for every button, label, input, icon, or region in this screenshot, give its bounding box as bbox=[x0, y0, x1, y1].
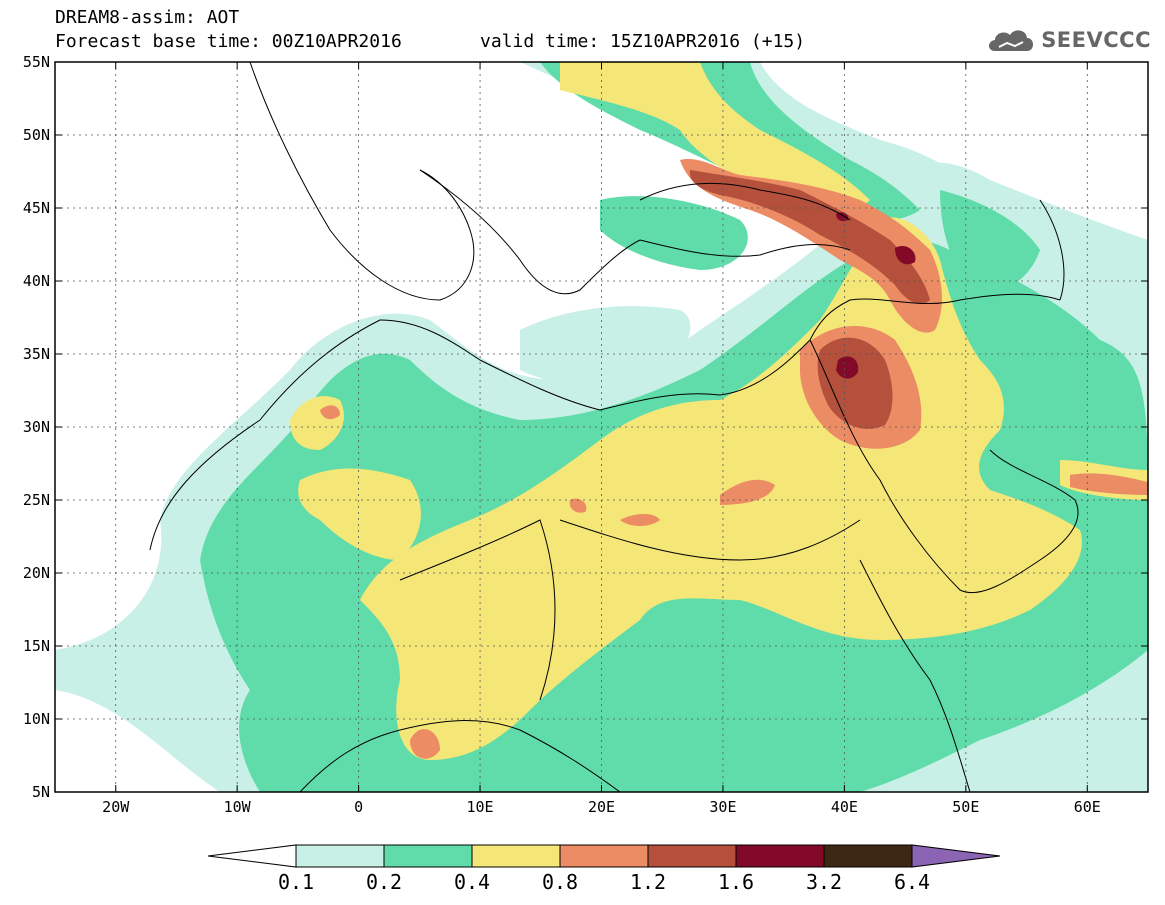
colorbar-label: 3.2 bbox=[806, 870, 842, 894]
colorbar-swatch bbox=[559, 844, 649, 868]
lat-tick-label: 5N bbox=[32, 783, 50, 801]
cloud-logo-icon bbox=[989, 30, 1034, 51]
lon-tick-label: 10E bbox=[467, 798, 494, 816]
seevccc-logo: SEEVCCC bbox=[985, 24, 1151, 56]
lat-tick-label: 35N bbox=[23, 345, 50, 363]
logo-text: SEEVCCC bbox=[1041, 28, 1151, 52]
colorbar-label: 0.8 bbox=[542, 870, 578, 894]
lat-tick-label: 15N bbox=[23, 637, 50, 655]
colorbar-swatch bbox=[647, 844, 737, 868]
lon-tick-label: 20W bbox=[102, 798, 130, 816]
lat-tick-label: 30N bbox=[23, 418, 50, 436]
colorbar-swatch bbox=[735, 844, 825, 868]
lon-tick-label: 20E bbox=[588, 798, 615, 816]
colorbar-swatch bbox=[823, 844, 913, 868]
colorbar-swatch bbox=[295, 844, 385, 868]
lat-tick-label: 25N bbox=[23, 491, 50, 509]
lon-tick-label: 40E bbox=[831, 798, 858, 816]
colorbar-swatch bbox=[471, 844, 561, 868]
colorbar-swatch bbox=[383, 844, 473, 868]
colorbar-label: 0.4 bbox=[454, 870, 490, 894]
latitude-axis: 55N 50N 45N 40N 35N 30N 25N 20N 15N 10N 5N bbox=[23, 53, 1148, 801]
colorbar: 0.1 0.2 0.4 0.8 1.2 1.6 3.2 6.4 bbox=[207, 844, 1001, 894]
aot-level-1.6 bbox=[836, 212, 916, 379]
colorbar-under-arrow bbox=[207, 844, 297, 868]
lat-tick-label: 55N bbox=[23, 53, 50, 71]
coastlines bbox=[149, 62, 1079, 792]
lat-tick-label: 20N bbox=[23, 564, 50, 582]
lon-tick-label: 0 bbox=[354, 798, 363, 816]
colorbar-label: 1.2 bbox=[630, 870, 666, 894]
longitude-axis: 20W 10W 0 10E 20E 30E 40E 50E 60E bbox=[102, 62, 1101, 816]
grid-lines bbox=[55, 62, 1148, 792]
lat-tick-label: 50N bbox=[23, 126, 50, 144]
colorbar-label: 0.2 bbox=[366, 870, 402, 894]
lat-tick-label: 45N bbox=[23, 199, 50, 217]
aot-field bbox=[55, 62, 1148, 792]
colorbar-label: 0.1 bbox=[278, 870, 314, 894]
colorbar-over-arrow bbox=[911, 844, 1001, 868]
lon-tick-label: 30E bbox=[709, 798, 736, 816]
lat-tick-label: 40N bbox=[23, 272, 50, 290]
valid-time: valid time: 15Z10APR2016 (+15) bbox=[480, 31, 806, 52]
lon-tick-label: 50E bbox=[952, 798, 979, 816]
colorbar-label: 1.6 bbox=[718, 870, 754, 894]
lon-tick-label: 10W bbox=[224, 798, 252, 816]
map-title: DREAM8-assim: AOT bbox=[55, 7, 240, 28]
lat-tick-label: 10N bbox=[23, 710, 50, 728]
lon-tick-label: 60E bbox=[1074, 798, 1101, 816]
forecast-base-time: Forecast base time: 00Z10APR2016 bbox=[55, 31, 402, 52]
colorbar-label: 6.4 bbox=[894, 870, 930, 894]
